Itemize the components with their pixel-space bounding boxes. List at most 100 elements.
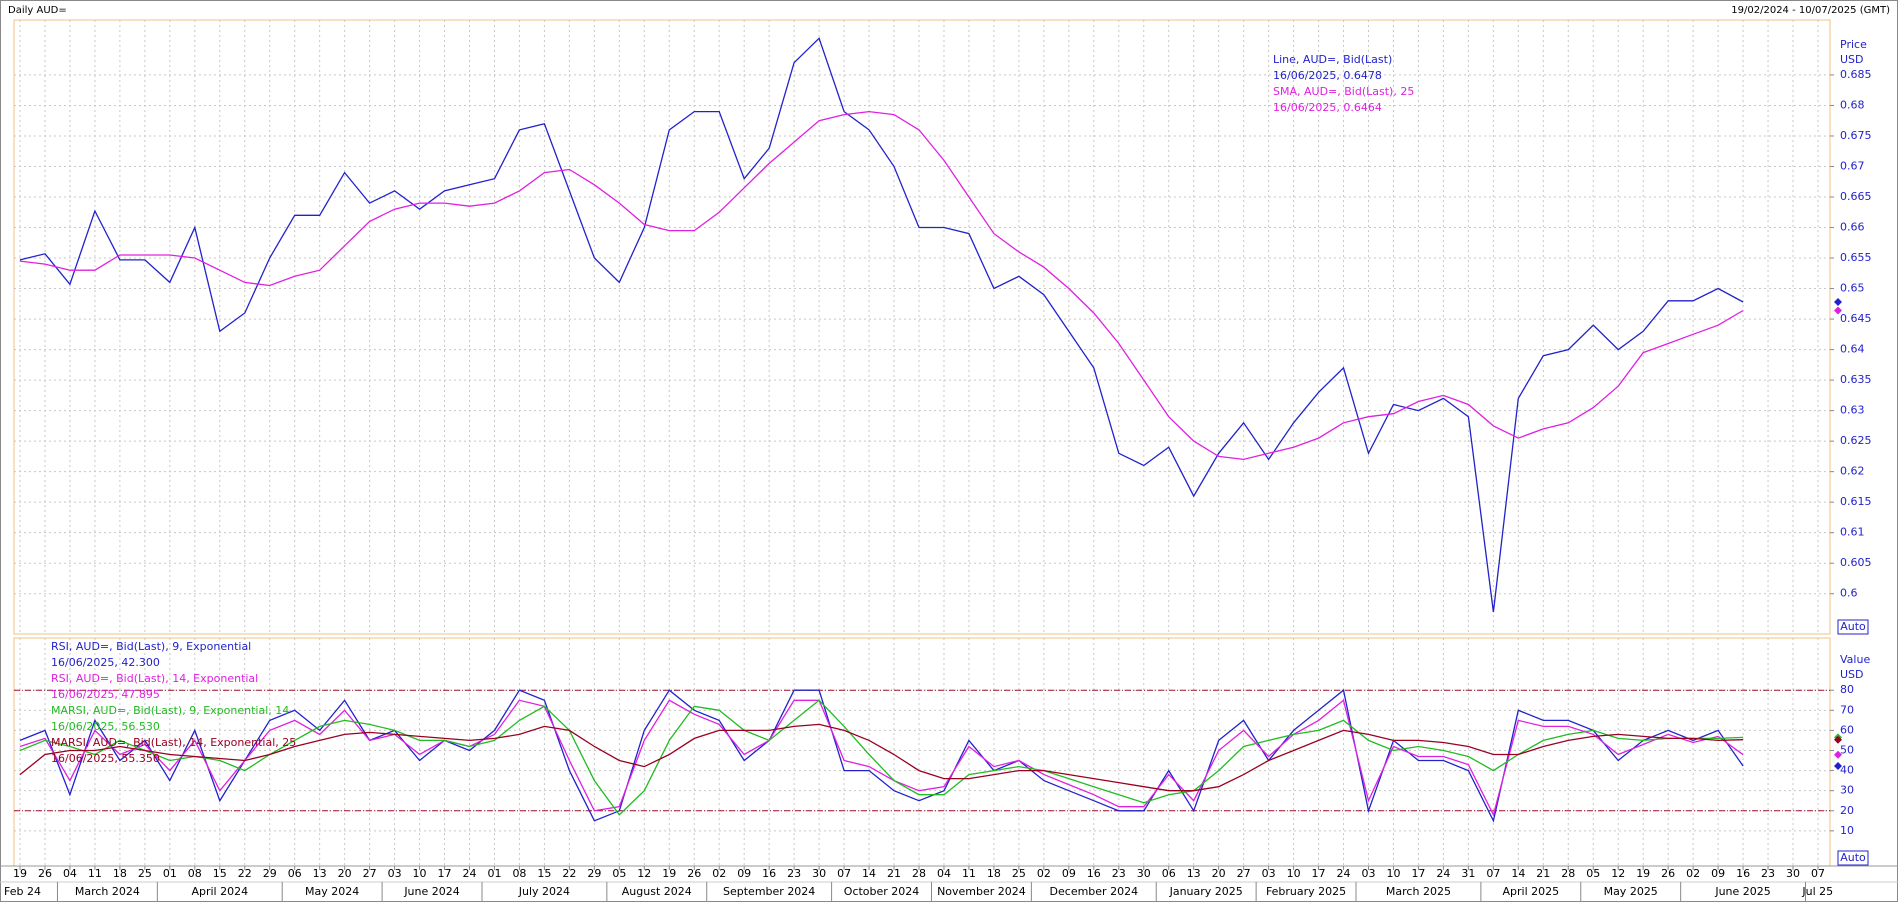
x-tick-label: 23 — [787, 867, 801, 880]
month-label: May 2024 — [305, 885, 359, 898]
x-tick-label: 29 — [587, 867, 601, 880]
x-tick-label: 23 — [1761, 867, 1775, 880]
x-tick-label: 17 — [438, 867, 452, 880]
x-tick-label: 03 — [388, 867, 402, 880]
x-tick-label: 21 — [1536, 867, 1550, 880]
x-tick-label: 07 — [1486, 867, 1500, 880]
x-tick-label: 11 — [962, 867, 976, 880]
series-line — [19, 689, 1744, 823]
legend-name: RSI, AUD=, Bid(Last), 14, Exponential — [51, 672, 258, 685]
auto-button[interactable] — [1837, 619, 1869, 635]
x-tick-label: 20 — [1212, 867, 1226, 880]
series-line — [19, 37, 1744, 613]
last-value-marker — [1834, 761, 1842, 770]
month-label: June 2025 — [1714, 885, 1770, 898]
x-tick-label: 25 — [1012, 867, 1026, 880]
x-tick-label: 30 — [1786, 867, 1800, 880]
y-tick-label: 0.66 — [1840, 221, 1865, 234]
x-tick-label: 16 — [1736, 867, 1750, 880]
x-tick-label: 18 — [987, 867, 1001, 880]
auto-label[interactable]: Auto — [1840, 851, 1866, 864]
legend-last: 16/06/2025, 0.6464 — [1273, 101, 1382, 114]
x-tick-label: 08 — [188, 867, 202, 880]
month-label: June 2024 — [403, 885, 459, 898]
x-tick-label: 25 — [138, 867, 152, 880]
month-label: March 2025 — [1386, 885, 1451, 898]
x-tick-label: 27 — [363, 867, 377, 880]
y-tick-label: 0.655 — [1840, 251, 1872, 264]
auto-label[interactable]: Auto — [1840, 620, 1866, 633]
x-tick-label: 24 — [1436, 867, 1450, 880]
x-tick-label: 02 — [1037, 867, 1051, 880]
x-tick-label: 09 — [1062, 867, 1076, 880]
y-tick-label: 0.635 — [1840, 373, 1872, 386]
x-tick-label: 06 — [1162, 867, 1176, 880]
series-line — [19, 110, 1744, 461]
x-tick-label: 26 — [38, 867, 52, 880]
x-tick-label: 24 — [1337, 867, 1351, 880]
month-label: July 2024 — [518, 885, 570, 898]
x-tick-label: 06 — [288, 867, 302, 880]
y-tick-label: 40 — [1840, 764, 1854, 777]
x-tick-label: 02 — [1686, 867, 1700, 880]
y-tick-label: 10 — [1840, 824, 1854, 837]
x-tick-label: 14 — [862, 867, 876, 880]
month-label: August 2024 — [622, 885, 692, 898]
x-tick-label: 01 — [487, 867, 501, 880]
y-tick-label: 0.685 — [1840, 68, 1872, 81]
y-tick-label: 0.65 — [1840, 282, 1865, 295]
month-label: September 2024 — [723, 885, 815, 898]
last-value-marker — [1834, 735, 1842, 744]
y-tick-label: 0.6 — [1840, 587, 1858, 600]
x-tick-label: 03 — [1362, 867, 1376, 880]
x-tick-label: 28 — [912, 867, 926, 880]
x-tick-label: 17 — [1312, 867, 1326, 880]
y-tick-label: 0.64 — [1840, 343, 1865, 356]
month-label: February 2025 — [1266, 885, 1346, 898]
x-tick-label: 10 — [1287, 867, 1301, 880]
legend-last: 16/06/2025, 55.350 — [51, 752, 160, 765]
auto-button[interactable] — [1837, 850, 1869, 866]
y-tick-label: 0.665 — [1840, 190, 1872, 203]
month-label: October 2024 — [844, 885, 920, 898]
x-tick-label: 12 — [637, 867, 651, 880]
month-label: April 2025 — [1502, 885, 1559, 898]
x-tick-label: 02 — [712, 867, 726, 880]
x-tick-label: 13 — [313, 867, 327, 880]
x-tick-label: 14 — [1511, 867, 1525, 880]
x-tick-label: 21 — [887, 867, 901, 880]
y-tick-label: 50 — [1840, 743, 1854, 756]
series-line — [19, 723, 1744, 792]
y-tick-label: 70 — [1840, 703, 1854, 716]
legend-last: 16/06/2025, 0.6478 — [1273, 69, 1382, 82]
x-tick-label: 13 — [1187, 867, 1201, 880]
x-tick-label: 04 — [63, 867, 77, 880]
x-tick-label: 23 — [1112, 867, 1126, 880]
x-tick-label: 28 — [1561, 867, 1575, 880]
x-tick-label: 07 — [1811, 867, 1825, 880]
y-tick-label: 0.615 — [1840, 495, 1872, 508]
series-line — [19, 699, 1744, 816]
x-tick-label: 11 — [88, 867, 102, 880]
x-tick-label: 31 — [1461, 867, 1475, 880]
y-tick-label: 60 — [1840, 723, 1854, 736]
month-label: December 2024 — [1050, 885, 1139, 898]
x-tick-label: 22 — [238, 867, 252, 880]
y-tick-label: 0.675 — [1840, 129, 1872, 142]
y-tick-label: 20 — [1840, 804, 1854, 817]
x-tick-label: 10 — [1386, 867, 1400, 880]
date-range: 19/02/2024 - 10/07/2025 (GMT) — [1731, 5, 1890, 16]
month-label: May 2025 — [1604, 885, 1658, 898]
legend-name: SMA, AUD=, Bid(Last), 25 — [1273, 85, 1414, 98]
legend-last: 16/06/2025, 42.300 — [51, 656, 160, 669]
legend-name: Line, AUD=, Bid(Last) — [1273, 53, 1392, 66]
y-label: Value — [1840, 653, 1870, 666]
x-tick-label: 15 — [537, 867, 551, 880]
x-tick-label: 07 — [837, 867, 851, 880]
y-tick-label: 0.67 — [1840, 159, 1865, 172]
x-tick-label: 24 — [463, 867, 477, 880]
x-tick-label: 10 — [413, 867, 427, 880]
